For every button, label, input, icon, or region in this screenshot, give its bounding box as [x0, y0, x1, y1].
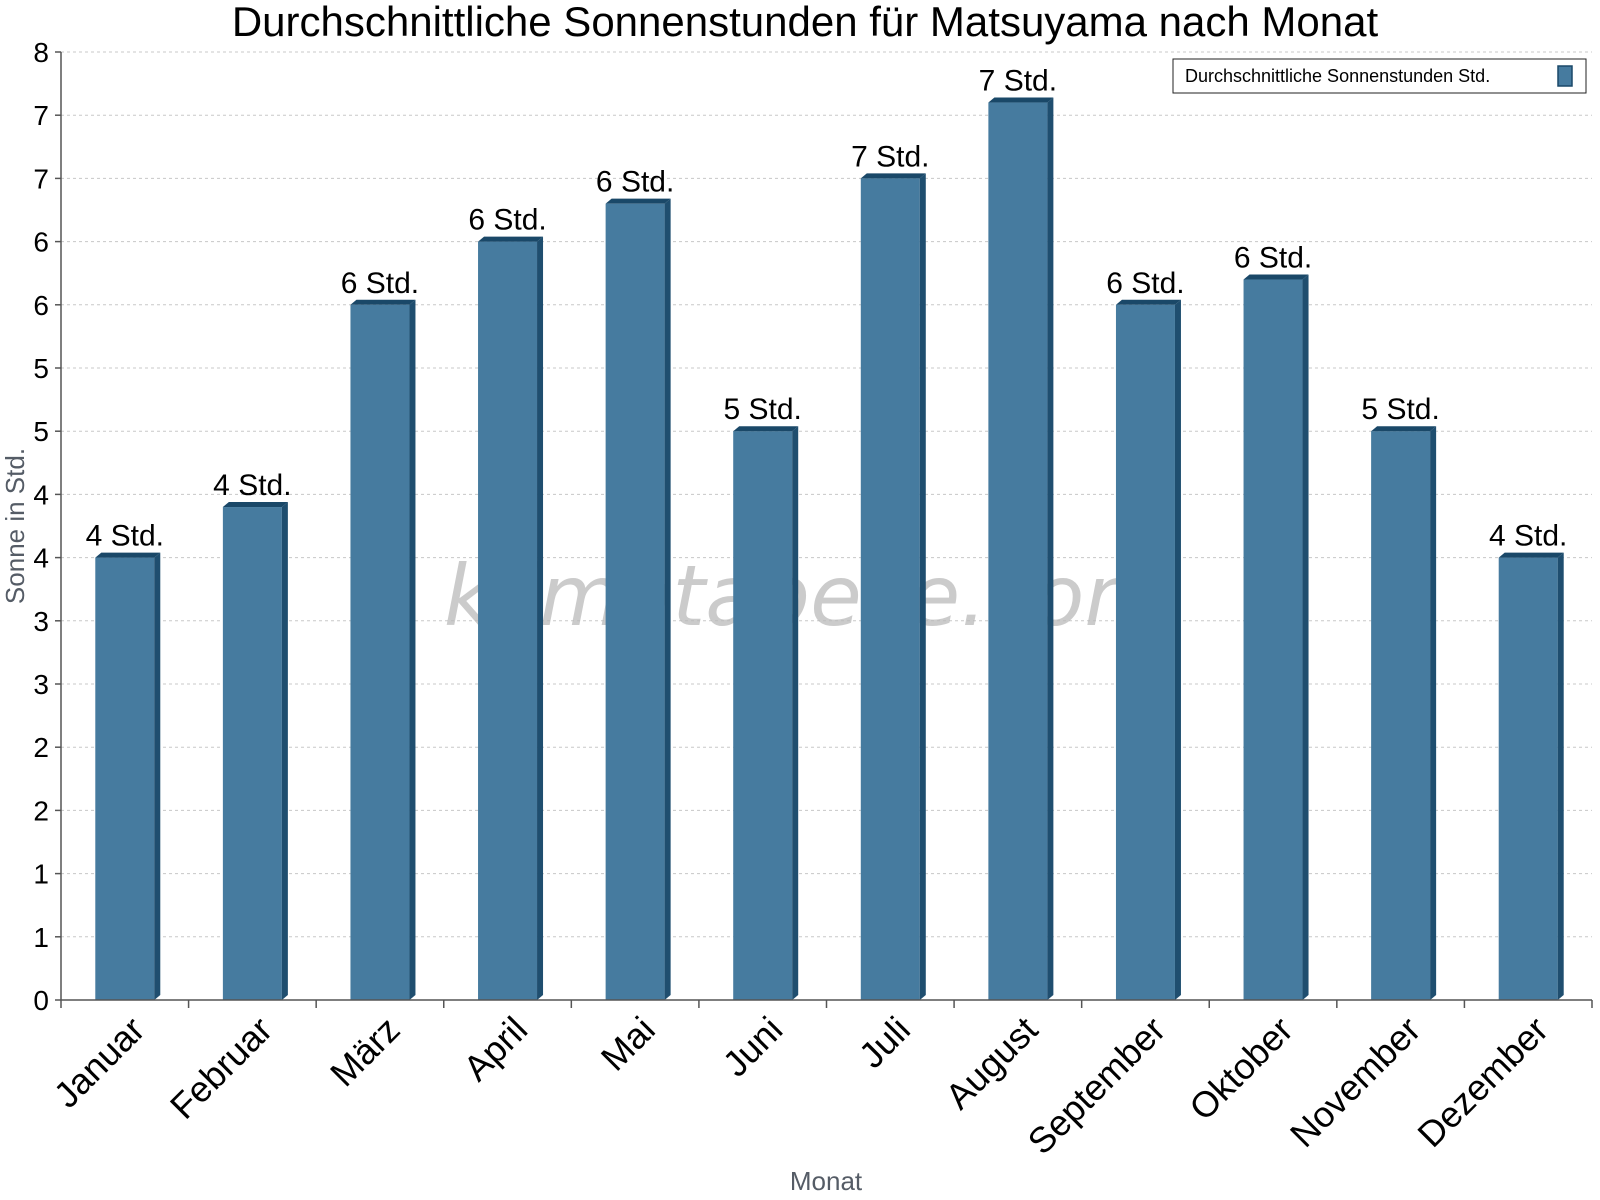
x-tick-label: Oktober	[1181, 1009, 1301, 1129]
data-label: 7 Std.	[851, 140, 929, 173]
bar-top	[988, 97, 1054, 103]
data-label: 4 Std.	[86, 520, 164, 553]
y-tick-label: 7	[33, 100, 49, 131]
data-label: 6 Std.	[596, 166, 674, 199]
data-label: 6 Std.	[341, 267, 419, 300]
y-tick-label: 4	[33, 543, 49, 574]
bar-top	[95, 552, 161, 558]
axes	[60, 52, 1593, 1008]
bar-side	[664, 198, 671, 1000]
bar-side	[1047, 97, 1054, 1000]
bar	[1498, 557, 1558, 1000]
y-tick-label: 5	[33, 353, 49, 384]
legend: Durchschnittliche Sonnenstunden Std.	[1172, 58, 1587, 94]
x-tick-label: April	[455, 1009, 535, 1089]
bar-side	[1302, 274, 1309, 1000]
bar	[478, 241, 538, 1001]
bar-top	[222, 502, 288, 508]
y-tick-label: 7	[33, 163, 49, 194]
y-tick-label: 6	[33, 227, 49, 258]
bar	[95, 557, 155, 1000]
x-tick-label: November	[1282, 1009, 1428, 1155]
y-tick-label: 4	[33, 479, 49, 510]
bar	[605, 203, 665, 1000]
bar-side	[154, 552, 161, 1000]
legend-box	[1172, 58, 1587, 94]
watermark: klimatabelle.com	[444, 547, 1167, 645]
bar-side	[409, 299, 416, 1000]
bar-top	[1243, 274, 1309, 280]
bar-top	[1498, 552, 1564, 558]
x-tick-label: Januar	[46, 1009, 153, 1116]
y-tick-label: 1	[33, 859, 49, 890]
y-tick-label: 1	[33, 922, 49, 953]
bar-side	[1174, 299, 1181, 1000]
bar-side	[1430, 426, 1437, 1000]
y-tick-label: 6	[33, 290, 49, 321]
bar	[988, 102, 1048, 1000]
x-tick-label: Juli	[851, 1009, 918, 1076]
y-tick-label: 5	[33, 416, 49, 447]
bar-top	[860, 173, 926, 179]
bar-top	[733, 426, 799, 432]
bar	[222, 507, 282, 1000]
x-tick-label: September	[1020, 1009, 1174, 1163]
y-tick-label: 2	[33, 732, 49, 763]
bar-side	[281, 502, 288, 1000]
data-label: 6 Std.	[1234, 242, 1312, 275]
bar-side	[1557, 552, 1564, 1000]
bar-top	[1115, 299, 1181, 305]
bar	[1115, 304, 1175, 1000]
bar	[1243, 279, 1303, 1000]
legend-label: Durchschnittliche Sonnenstunden Std.	[1185, 66, 1490, 86]
bar-top	[605, 198, 671, 204]
y-tick-label: 2	[33, 795, 49, 826]
x-tick-label: Juni	[715, 1009, 791, 1085]
x-tick-label: Februar	[162, 1009, 280, 1127]
data-label: 7 Std.	[979, 65, 1057, 98]
y-axis-label: Sonne in Std.	[0, 448, 30, 604]
bar-top	[478, 236, 544, 242]
y-tick-label: 3	[33, 606, 49, 637]
x-tick-label: August	[937, 1009, 1045, 1117]
bar-side	[792, 426, 799, 1000]
bar-side	[919, 173, 926, 1000]
data-label: 6 Std.	[1106, 267, 1184, 300]
data-label: 4 Std.	[1489, 520, 1567, 553]
x-tick-label: Dezember	[1409, 1009, 1555, 1155]
bar	[350, 304, 410, 1000]
x-tick-label: März	[322, 1009, 408, 1095]
y-tick-label: 0	[33, 985, 49, 1016]
y-tick-label: 3	[33, 669, 49, 700]
bar-top	[1371, 426, 1437, 432]
x-axis-label: Monat	[790, 1166, 863, 1196]
data-label: 6 Std.	[468, 204, 546, 237]
x-tick-label: Mai	[593, 1009, 663, 1079]
bar	[733, 431, 793, 1000]
bar	[860, 178, 920, 1000]
chart-title: Durchschnittliche Sonnenstunden für Mats…	[232, 0, 1379, 45]
y-tick-label: 8	[33, 37, 49, 68]
data-label: 5 Std.	[724, 393, 802, 426]
bars: 4 Std. 4 Std. 6 Std. 6 Std. 6 Std. 5 Std. 7 St…	[86, 65, 1567, 1001]
x-tick-labels: Januar Februar März April Mai Juni Juli AugustS…	[46, 1009, 1556, 1163]
bar-top	[350, 299, 416, 305]
data-label: 4 Std.	[213, 469, 291, 502]
y-tick-labels: 0 1 1 2 2 3 3 4 4 5 5 6 6 7 7 8	[33, 37, 61, 1016]
bar-side	[537, 236, 544, 1001]
data-label: 5 Std.	[1361, 393, 1439, 426]
legend-swatch	[1557, 65, 1573, 87]
bar	[1371, 431, 1431, 1000]
